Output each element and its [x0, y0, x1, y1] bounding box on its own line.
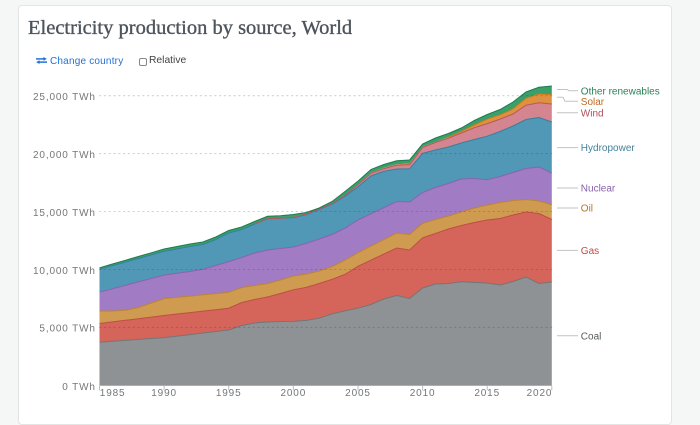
svg-text:1990: 1990 — [151, 388, 177, 399]
svg-text:15,000 TWh: 15,000 TWh — [33, 208, 96, 219]
svg-text:2015: 2015 — [474, 388, 500, 399]
svg-text:Coal: Coal — [581, 331, 602, 342]
svg-text:2000: 2000 — [280, 388, 306, 399]
svg-text:Solar: Solar — [581, 97, 605, 108]
svg-text:1995: 1995 — [216, 388, 242, 399]
svg-text:2010: 2010 — [410, 388, 436, 399]
svg-text:5,000 TWh: 5,000 TWh — [39, 324, 95, 335]
svg-text:Other renewables: Other renewables — [581, 86, 660, 97]
svg-text:Oil: Oil — [581, 204, 593, 215]
svg-text:0 TWh: 0 TWh — [62, 382, 96, 393]
svg-text:Hydropower: Hydropower — [581, 143, 636, 154]
svg-text:25,000 TWh: 25,000 TWh — [33, 92, 96, 103]
svg-text:2005: 2005 — [345, 388, 371, 399]
svg-text:Nuclear: Nuclear — [581, 184, 616, 195]
svg-text:1985: 1985 — [100, 388, 126, 399]
svg-text:Wind: Wind — [581, 108, 604, 119]
svg-text:2020: 2020 — [527, 388, 553, 399]
svg-text:10,000 TWh: 10,000 TWh — [33, 266, 96, 277]
svg-text:Gas: Gas — [581, 246, 599, 257]
svg-text:20,000 TWh: 20,000 TWh — [33, 150, 96, 161]
